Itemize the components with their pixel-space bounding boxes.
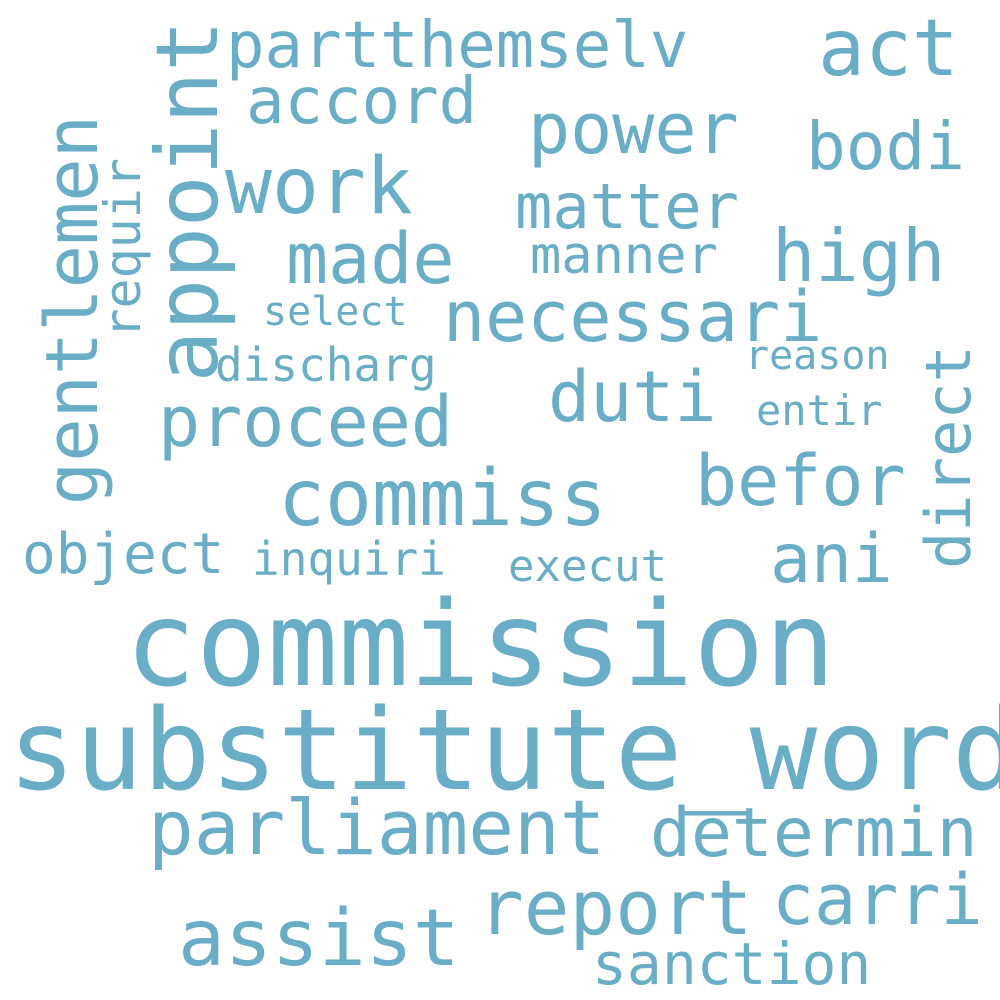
word-duti: duti — [548, 356, 717, 438]
word-assist: assist — [178, 894, 460, 984]
word-power: power — [528, 88, 739, 170]
word-high: high — [772, 214, 946, 298]
word-matter: matter — [515, 170, 739, 243]
word-sanction: sanction — [592, 930, 872, 998]
word-partthemselv: partthemselv — [226, 9, 689, 83]
word-act: act — [818, 4, 959, 94]
word-determin: determin — [650, 794, 978, 873]
word-reason: reason — [745, 333, 890, 379]
word-accord: accord — [246, 65, 478, 139]
word-befor: befor — [695, 440, 906, 522]
word-execut: execut — [508, 541, 667, 592]
word-necessari: necessari — [443, 276, 823, 358]
word-parliament: parliament — [148, 783, 606, 872]
word-work: work — [225, 142, 413, 232]
word-discharg: discharg — [215, 338, 437, 392]
word-commission: commission — [125, 575, 836, 713]
word-substitute-word: substitute_word — [8, 686, 1000, 816]
word-carri: carri — [772, 859, 983, 941]
word-report: report — [478, 863, 753, 952]
word-inquiri: inquiri — [252, 532, 446, 586]
word-bodi: bodi — [806, 108, 965, 185]
word-ani: ani — [770, 520, 893, 599]
word-direct: direct — [912, 345, 985, 569]
word-select: select — [263, 289, 408, 335]
word-manner: manner — [530, 226, 718, 286]
word-entir: entir — [756, 386, 883, 435]
word-proceed: proceed — [158, 381, 454, 463]
word-object: object — [22, 522, 225, 587]
word-made: made — [286, 218, 455, 300]
word-appoint: appoint — [138, 20, 238, 383]
word-commiss: commiss — [278, 454, 607, 544]
word-requir: requir — [94, 158, 152, 339]
